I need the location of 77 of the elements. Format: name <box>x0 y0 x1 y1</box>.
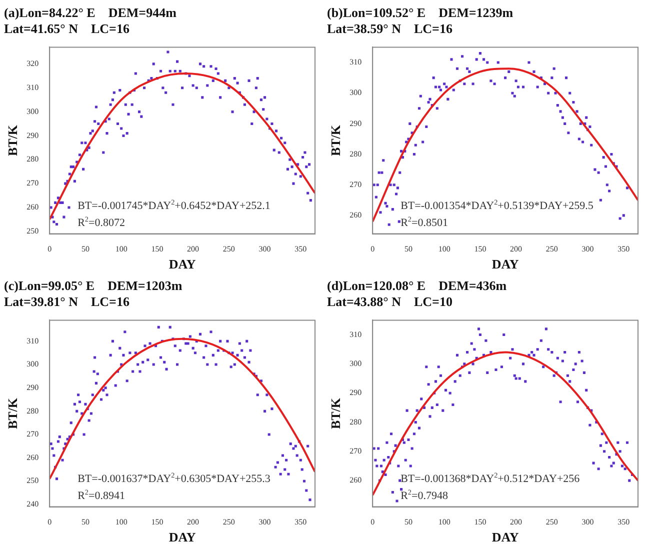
y-tick-label: 320 <box>26 59 39 68</box>
y-tick-label: 300 <box>350 359 362 368</box>
y-tick-label: 300 <box>26 106 39 116</box>
x-tick-label: 300 <box>258 518 271 527</box>
y-tick-label: 290 <box>26 130 39 140</box>
x-tick-label: 350 <box>294 244 307 254</box>
chart-subtitle: Lat=39.81° N LC=16 <box>4 294 130 309</box>
x-tick-label: 50 <box>81 244 90 254</box>
line-series <box>50 72 315 220</box>
y-tick-label: 310 <box>350 58 362 67</box>
x-axis-title: DAY <box>168 530 196 545</box>
x-tick-label: 0 <box>370 518 375 527</box>
y-tick-label: 310 <box>26 82 39 92</box>
x-tick-label: 100 <box>115 244 128 254</box>
x-tick-label: 150 <box>151 518 164 527</box>
x-tick-label: 300 <box>258 244 271 254</box>
x-tick-label: 0 <box>48 518 52 527</box>
x-tick-label: 350 <box>294 518 307 527</box>
y-axis-title: BT/K <box>328 397 344 430</box>
y-tick-label: 250 <box>26 226 39 236</box>
y-tick-label: 290 <box>350 118 362 128</box>
chart-title: (b)Lon=109.52° E DEM=1239m <box>327 5 514 20</box>
x-tick-label: 250 <box>222 244 235 254</box>
x-tick-label: 150 <box>474 244 486 254</box>
x-tick-label: 350 <box>618 244 630 254</box>
y-tick-label: 270 <box>26 178 39 188</box>
x-axis-title: DAY <box>492 256 520 272</box>
x-tick-label: 250 <box>222 518 235 527</box>
y-axis-title: BT/K <box>5 397 20 430</box>
x-tick-label: 200 <box>510 518 522 527</box>
y-tick-label: 260 <box>26 452 39 462</box>
y-tick-label: 300 <box>26 360 39 369</box>
x-tick-label: 250 <box>546 518 558 527</box>
x-tick-label: 250 <box>546 244 558 254</box>
x-tick-label: 0 <box>48 244 52 254</box>
y-tick-label: 270 <box>350 180 362 189</box>
x-axis-title: DAY <box>492 530 520 545</box>
chart-subtitle: Lat=43.88° N LC=10 <box>327 294 452 309</box>
x-tick-label: 100 <box>115 518 128 527</box>
x-tick-label: 100 <box>438 518 450 527</box>
x-tick-label: 200 <box>187 244 200 254</box>
y-tick-label: 270 <box>350 446 362 456</box>
x-tick-label: 150 <box>474 518 486 527</box>
y-axis-title: BT/K <box>328 124 344 156</box>
y-tick-label: 280 <box>26 154 39 164</box>
y-tick-label: 310 <box>350 330 362 339</box>
y-tick-label: 280 <box>350 149 362 158</box>
x-axis-title: DAY <box>168 256 196 272</box>
chart-subtitle: Lat=38.59° N LC=16 <box>327 20 453 36</box>
chart-title: (c)Lon=99.05° E DEM=1203m <box>4 278 182 294</box>
y-tick-label: 300 <box>350 88 362 98</box>
y-tick-label: 250 <box>26 476 39 486</box>
x-tick-label: 50 <box>404 518 412 527</box>
y-tick-label: 240 <box>26 500 39 509</box>
x-tick-label: 50 <box>404 244 412 254</box>
x-tick-label: 0 <box>370 244 375 254</box>
y-tick-label: 260 <box>350 210 362 220</box>
y-tick-label: 310 <box>26 336 39 346</box>
x-tick-label: 200 <box>510 244 522 254</box>
x-tick-label: 150 <box>151 244 164 254</box>
x-tick-label: 200 <box>187 518 200 527</box>
x-tick-label: 350 <box>618 518 630 527</box>
chart-title: (d)Lon=120.08° E DEM=436m <box>327 278 507 294</box>
y-tick-label: 290 <box>350 388 362 398</box>
chart-subtitle: Lat=41.65° N LC=16 <box>4 20 130 36</box>
y-tick-label: 280 <box>26 406 39 416</box>
x-tick-label: 300 <box>582 244 594 254</box>
y-tick-label: 270 <box>26 430 39 439</box>
y-tick-label: 280 <box>350 417 362 426</box>
x-tick-label: 100 <box>438 244 450 254</box>
y-tick-label: 290 <box>26 382 39 392</box>
chart-title: (a)Lon=84.22° E DEM=944m <box>4 5 177 20</box>
y-tick-label: 260 <box>350 476 362 485</box>
x-tick-label: 300 <box>582 518 594 527</box>
y-axis-title: BT/K <box>5 124 20 156</box>
y-tick-label: 260 <box>26 202 39 212</box>
x-tick-label: 50 <box>81 518 90 527</box>
